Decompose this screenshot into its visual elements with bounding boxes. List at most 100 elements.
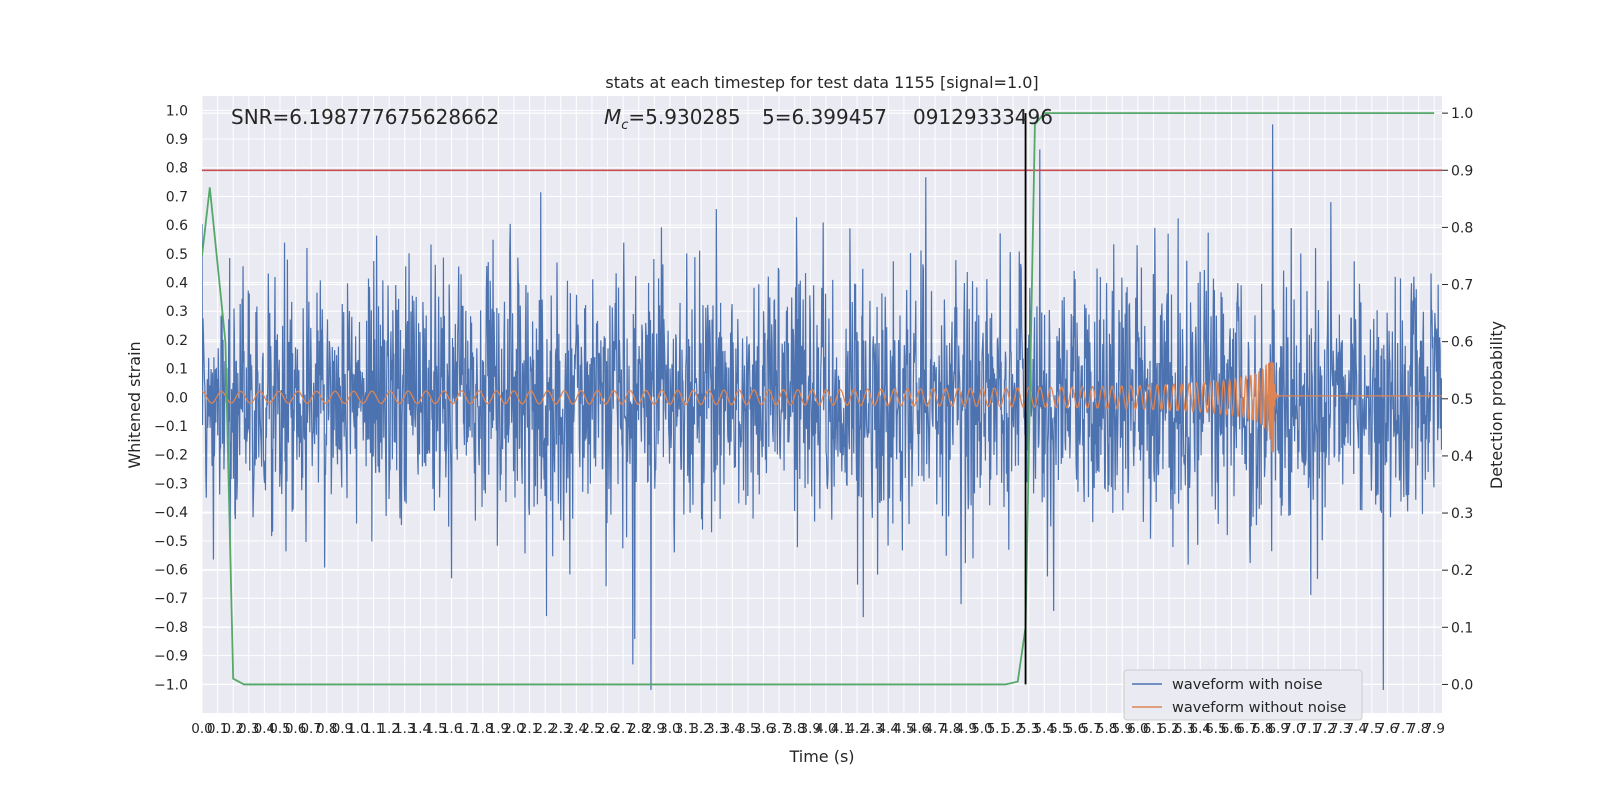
x-tick-label: 7.3	[1330, 721, 1351, 737]
x-tick-label: 0.2	[222, 721, 243, 737]
x-tick-label: 5.5	[1049, 721, 1070, 737]
x-tick-label: 4.0	[815, 721, 836, 737]
x-tick-label: 5.4	[1034, 721, 1055, 737]
x-tick-label: 3.5	[737, 721, 758, 737]
x-tick-label: 1.0	[347, 721, 368, 737]
y-tick-label: −0.4	[154, 505, 188, 521]
x-tick-label: 2.3	[550, 721, 571, 737]
x-tick-label: 0.9	[332, 721, 353, 737]
y-tick-label: −0.8	[154, 620, 188, 636]
x-tick-label: 2.2	[534, 721, 555, 737]
x-tick-label: 1.6	[441, 721, 462, 737]
x-tick-label: 1.9	[488, 721, 509, 737]
x-tick-label: 7.0	[1283, 721, 1304, 737]
x-tick-label: 0.5	[269, 721, 290, 737]
y-axis-right: 1.0 0.9 0.8 0.7 0.6 0.5 0.4 0.3 0.2 0.1 0.0	[1442, 106, 1473, 693]
y2-tick-label: 1.0	[1451, 106, 1473, 122]
x-tick-label: 7.8	[1408, 721, 1429, 737]
x-tick-label: 7.7	[1392, 721, 1413, 737]
y2-tick-label: 0.3	[1451, 506, 1473, 522]
y-tick-label: 0.3	[166, 304, 188, 320]
x-tick-label: 7.2	[1314, 721, 1335, 737]
x-tick-label: 5.9	[1112, 721, 1133, 737]
x-tick-label: 4.7	[924, 721, 945, 737]
legend: waveform with noise waveform without noi…	[1123, 669, 1363, 721]
x-tick-label: 4.1	[831, 721, 852, 737]
x-tick-label: 6.4	[1189, 721, 1210, 737]
series-waveform-with-noise	[202, 124, 1442, 691]
legend-label-noise: waveform with noise	[1172, 677, 1323, 693]
x-tick-label: 1.8	[472, 721, 493, 737]
y-tick-label: 0.8	[166, 161, 188, 177]
overlap-annotation: 5=6.399457	[762, 105, 887, 129]
x-tick-label: 1.5	[425, 721, 446, 737]
y-tick-label: −0.6	[154, 563, 188, 579]
y-tick-label: −0.7	[154, 591, 188, 607]
x-tick-label: 0.4	[254, 721, 275, 737]
y2-tick-label: 0.8	[1451, 220, 1473, 236]
y-tick-label: −0.1	[154, 419, 188, 435]
y2-tick-label: 0.5	[1451, 392, 1473, 408]
x-tick-label: 3.3	[706, 721, 727, 737]
x-tick-label: 0.7	[300, 721, 321, 737]
x-tick-label: 7.4	[1345, 721, 1366, 737]
y2-tick-label: 0.7	[1451, 278, 1473, 294]
y-tick-label: −1.0	[154, 677, 188, 693]
y2-tick-label: 0.1	[1451, 620, 1473, 636]
x-tick-label: 4.8	[940, 721, 961, 737]
x-tick-label: 3.4	[722, 721, 743, 737]
x-tick-label: 0.0	[191, 721, 212, 737]
x-tick-label: 0.6	[285, 721, 306, 737]
x-tick-label: 5.7	[1080, 721, 1101, 737]
x-axis-label: Time (s)	[788, 747, 854, 766]
x-tick-label: 6.6	[1221, 721, 1242, 737]
x-tick-label: 6.9	[1267, 721, 1288, 737]
y-tick-label: 0.7	[166, 189, 188, 205]
x-tick-label: 5.0	[971, 721, 992, 737]
x-tick-label: 2.7	[612, 721, 633, 737]
y-tick-label: 0.6	[166, 218, 188, 234]
mc-annotation-tail: 09129333496	[913, 105, 1053, 129]
x-tick-label: 2.8	[628, 721, 649, 737]
y2-tick-label: 0.9	[1451, 163, 1473, 179]
x-axis: 0.00.10.20.30.40.50.60.70.80.91.01.11.21…	[191, 721, 1445, 737]
x-tick-label: 6.2	[1158, 721, 1179, 737]
legend-box	[1123, 669, 1363, 721]
x-tick-label: 4.5	[893, 721, 914, 737]
y-axis-label: Whitened strain	[125, 341, 144, 468]
x-tick-label: 4.4	[878, 721, 899, 737]
y-tick-label: 0.5	[166, 247, 188, 263]
x-tick-label: 2.4	[566, 721, 587, 737]
y-tick-label: 0.1	[166, 362, 188, 378]
y2-tick-label: 0.0	[1451, 677, 1473, 693]
x-tick-label: 3.1	[675, 721, 696, 737]
chart-title: stats at each timestep for test data 115…	[605, 73, 1038, 92]
y-tick-label: −0.9	[154, 649, 188, 665]
series-waveform-without-noise	[202, 362, 1442, 453]
x-tick-label: 6.8	[1252, 721, 1273, 737]
legend-label-clean: waveform without noise	[1172, 700, 1346, 716]
mc-annotation: Mc=5.930285	[604, 105, 741, 133]
x-tick-label: 1.3	[394, 721, 415, 737]
x-tick-label: 5.2	[1002, 721, 1023, 737]
x-tick-label: 6.0	[1127, 721, 1148, 737]
x-tick-label: 2.1	[519, 721, 540, 737]
x-tick-label: 0.3	[238, 721, 259, 737]
x-tick-label: 7.6	[1377, 721, 1398, 737]
x-tick-label: 6.7	[1236, 721, 1257, 737]
x-tick-label: 2.0	[503, 721, 524, 737]
x-tick-label: 6.3	[1174, 721, 1195, 737]
y-tick-label: 0.9	[166, 132, 188, 148]
x-tick-label: 2.9	[644, 721, 665, 737]
x-tick-label: 2.6	[597, 721, 618, 737]
x-tick-label: 2.5	[581, 721, 602, 737]
y2-tick-label: 0.4	[1451, 449, 1473, 465]
x-tick-label: 5.1	[987, 721, 1008, 737]
y-axis-left: 1.0 0.9 0.8 0.7 0.6 0.5 0.4 0.3 0.2 0.1 0.0 −0.1 −0.…	[154, 103, 188, 693]
y-tick-label: −0.3	[154, 476, 188, 492]
x-tick-label: 3.9	[800, 721, 821, 737]
x-tick-label: 7.9	[1423, 721, 1444, 737]
x-tick-label: 5.8	[1096, 721, 1117, 737]
x-tick-label: 7.5	[1361, 721, 1382, 737]
